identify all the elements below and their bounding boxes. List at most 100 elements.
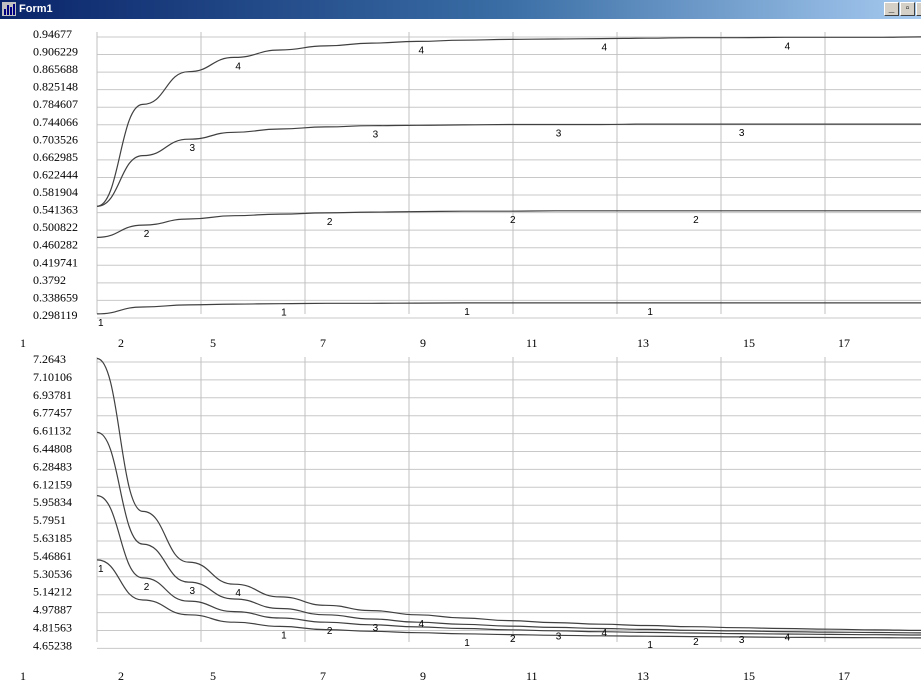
x-tick-label: 5 — [210, 669, 216, 681]
x-tick-label: 5 — [210, 336, 216, 350]
x-tick-label: 9 — [420, 336, 426, 350]
y-tick-label: 6.28483 — [33, 459, 72, 473]
series-label-1: 1 — [281, 308, 287, 319]
series-label-1: 1 — [281, 630, 287, 641]
series-label-3: 3 — [190, 143, 196, 154]
series-label-2: 2 — [693, 215, 699, 226]
y-tick-label: 0.500822 — [33, 220, 78, 234]
series-label-4: 4 — [785, 633, 791, 644]
x-tick-label: 17 — [838, 336, 850, 350]
series-label-2: 2 — [510, 634, 516, 645]
series-line-4 — [96, 36, 921, 207]
y-tick-label: 0.338659 — [33, 290, 78, 304]
series-label-4: 4 — [235, 61, 241, 72]
y-tick-label: 0.581904 — [33, 185, 78, 199]
x-tick-label: 1 — [20, 669, 26, 681]
series-label-4: 4 — [235, 588, 241, 599]
y-tick-label: 0.906229 — [33, 45, 78, 59]
x-tick-label: 13 — [637, 669, 649, 681]
series-label-3: 3 — [556, 128, 562, 139]
series-label-2: 2 — [510, 215, 516, 226]
x-tick-label: 13 — [637, 336, 649, 350]
series-line-1 — [96, 302, 921, 315]
y-tick-label: 0.662985 — [33, 150, 78, 164]
y-tick-label: 0.541363 — [33, 203, 78, 217]
series-label-4: 4 — [785, 41, 791, 52]
y-tick-label: 6.44808 — [33, 442, 72, 456]
y-tick-label: 5.7951 — [33, 513, 66, 527]
series-line-1 — [96, 559, 921, 639]
series-label-4: 4 — [418, 619, 424, 630]
y-tick-label: 4.97887 — [33, 603, 72, 617]
y-tick-label: 5.95834 — [33, 495, 72, 509]
series-label-1: 1 — [464, 307, 470, 318]
series-line-4 — [96, 357, 921, 631]
x-tick-label: 11 — [526, 336, 538, 350]
series-label-4: 4 — [418, 45, 424, 56]
y-tick-label: 5.46861 — [33, 549, 72, 563]
series-label-3: 3 — [190, 586, 196, 597]
series-label-2: 2 — [144, 582, 150, 593]
chart-app-icon — [2, 2, 16, 16]
window-title: Form1 — [19, 3, 53, 15]
y-tick-label: 0.744066 — [33, 115, 78, 129]
x-tick-label: 2 — [118, 336, 124, 350]
series-line-3 — [96, 431, 921, 634]
y-tick-label: 7.2643 — [33, 352, 66, 366]
series-label-1: 1 — [647, 307, 653, 318]
y-tick-label: 0.460282 — [33, 238, 78, 252]
y-tick-label: 5.30536 — [33, 567, 72, 581]
x-tick-label: 17 — [838, 669, 850, 681]
series-label-3: 3 — [739, 128, 745, 139]
series-label-2: 2 — [693, 637, 699, 648]
y-tick-label: 0.298119 — [33, 308, 78, 322]
y-tick-label: 6.93781 — [33, 388, 72, 402]
series-label-1: 1 — [647, 640, 653, 651]
x-tick-label: 11 — [526, 669, 538, 681]
y-tick-label: 0.94677 — [33, 27, 72, 41]
series-label-3: 3 — [373, 130, 379, 141]
y-tick-label: 5.63185 — [33, 531, 72, 545]
y-tick-label: 4.65238 — [33, 638, 72, 652]
series-label-1: 1 — [98, 318, 104, 329]
minimize-button[interactable]: _ — [884, 2, 899, 16]
x-tick-label: 15 — [743, 669, 755, 681]
x-tick-label: 1 — [20, 336, 26, 350]
y-tick-label: 0.419741 — [33, 255, 78, 269]
series-line-3 — [96, 123, 921, 207]
y-tick-label: 7.10106 — [33, 370, 72, 384]
series-line-2 — [96, 495, 921, 636]
series-label-1: 1 — [464, 638, 470, 649]
x-tick-label: 7 — [320, 669, 326, 681]
x-tick-label: 7 — [320, 336, 326, 350]
y-tick-label: 6.61132 — [33, 424, 72, 438]
series-label-2: 2 — [327, 217, 333, 228]
series-label-3: 3 — [373, 623, 379, 634]
window-titlebar[interactable]: Form1 _ ▫ × — [0, 0, 921, 19]
y-tick-label: 5.14212 — [33, 585, 72, 599]
series-label-4: 4 — [602, 628, 608, 639]
y-tick-label: 0.3792 — [33, 273, 66, 287]
series-label-1: 1 — [98, 564, 104, 575]
series-label-4: 4 — [602, 43, 608, 54]
series-label-3: 3 — [556, 631, 562, 642]
series-label-2: 2 — [144, 229, 150, 240]
chart-2: 7.2643 7.10106 6.93781 6.77457 6.61132 6.4480… — [20, 352, 921, 681]
y-tick-label: 4.81563 — [33, 621, 72, 635]
y-tick-label: 0.703526 — [33, 132, 78, 146]
y-tick-label: 0.622444 — [33, 167, 78, 181]
y-tick-label: 0.784607 — [33, 97, 78, 111]
x-tick-label: 15 — [743, 336, 755, 350]
series-label-2: 2 — [327, 626, 333, 637]
chart-1: 0.94677 0.906229 0.865688 0.825148 0.784607 0… — [20, 27, 921, 350]
y-tick-label: 0.825148 — [33, 80, 78, 94]
series-label-3: 3 — [739, 635, 745, 646]
y-tick-label: 6.77457 — [33, 406, 72, 420]
y-tick-label: 0.865688 — [33, 62, 78, 76]
y-tick-label: 6.12159 — [33, 477, 72, 491]
series-line-2 — [96, 210, 921, 238]
maximize-button[interactable]: ▫ — [900, 2, 915, 16]
x-tick-label: 2 — [118, 669, 124, 681]
x-tick-label: 9 — [420, 669, 426, 681]
